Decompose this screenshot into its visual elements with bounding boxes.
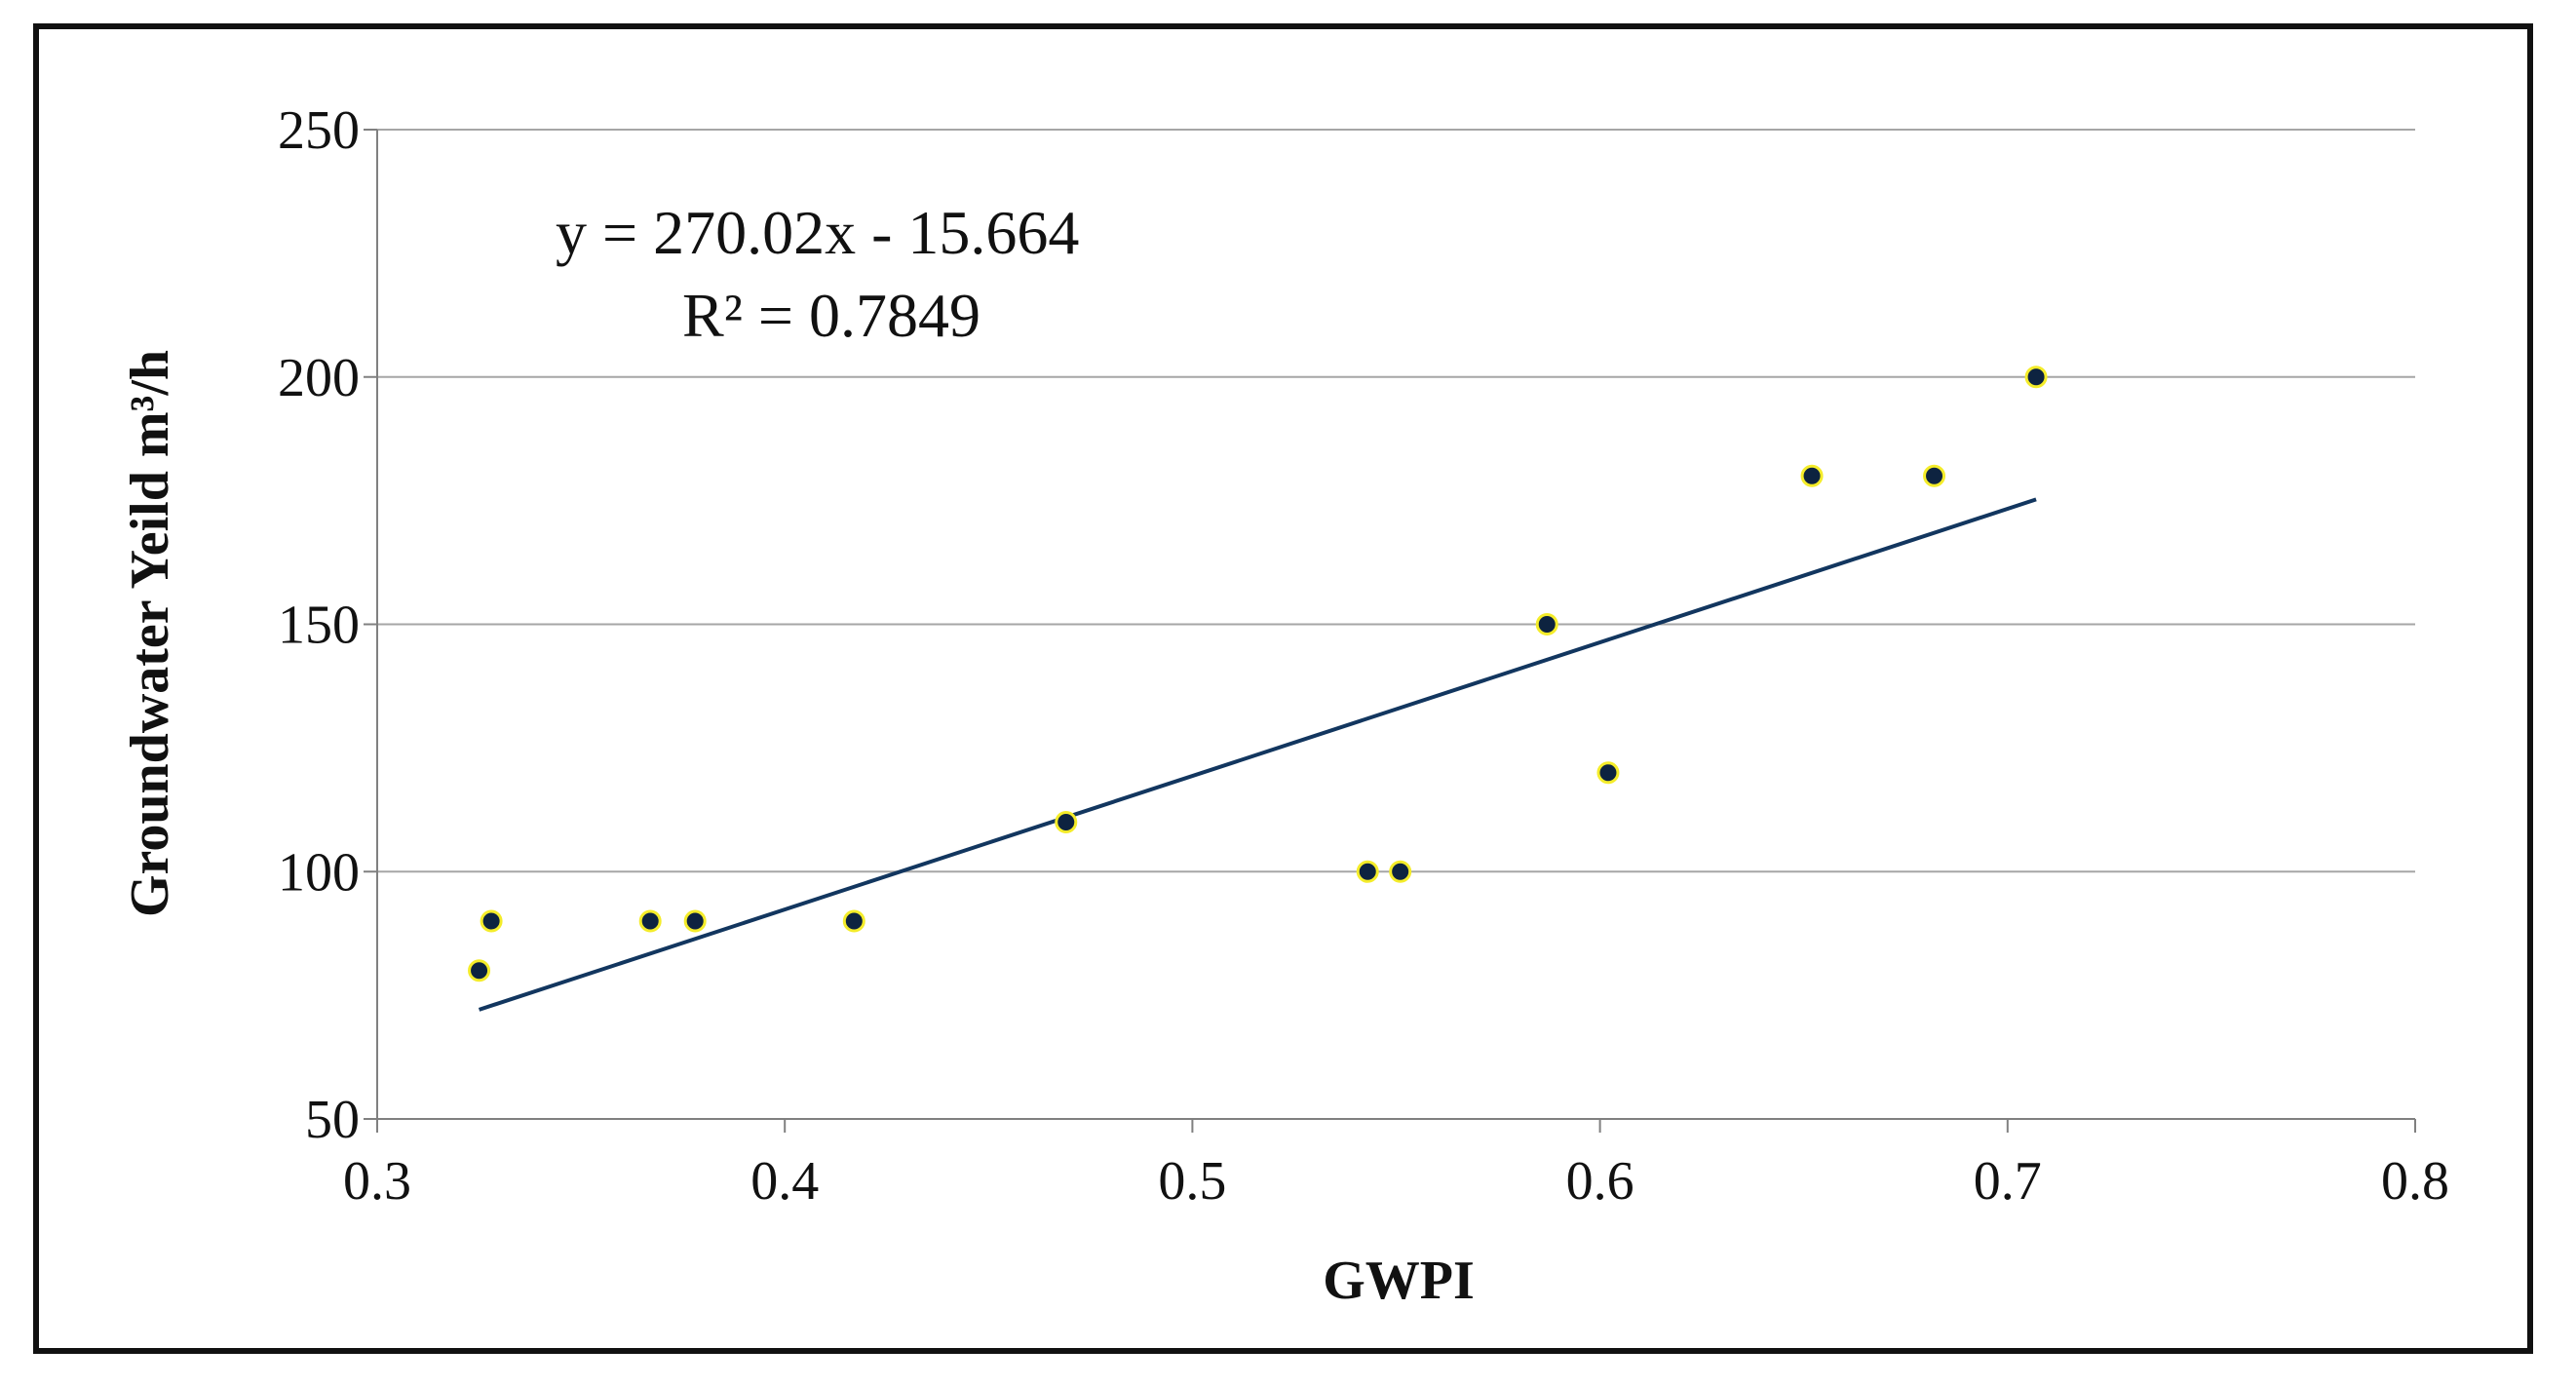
data-point [683, 909, 707, 933]
trendline-group [478, 497, 2037, 1012]
x-tick-label: 0.7 [1974, 1151, 2042, 1212]
y-tick-label: 250 [278, 100, 360, 161]
x-tick-label: 0.8 [2381, 1151, 2449, 1212]
data-point [1389, 860, 1412, 883]
data-point [1596, 761, 1620, 785]
x-tick-label: 0.3 [343, 1151, 411, 1212]
data-point [1800, 464, 1824, 487]
x-tick-label: 0.4 [750, 1151, 819, 1212]
trendline-r-squared: R² = 0.7849 [682, 281, 980, 350]
trendline-equation: y = 270.02x - 15.664 [556, 198, 1079, 267]
x-tick-label: 0.5 [1158, 1151, 1226, 1212]
x-axis-title: GWPI [1323, 1251, 1475, 1311]
data-point [2024, 366, 2048, 389]
data-point [1923, 464, 1946, 487]
data-point [1356, 860, 1379, 883]
data-point [468, 959, 491, 982]
y-tick-label: 50 [305, 1090, 360, 1150]
data-point [480, 909, 503, 933]
y-tick-label: 100 [278, 842, 360, 903]
data-point [842, 909, 865, 933]
y-tick-label: 200 [278, 348, 360, 408]
y-axis-title: Groundwater Yeild m³/h [120, 350, 180, 917]
data-point [638, 909, 662, 933]
y-axis-ticks: 50 100 150 200 250 [278, 100, 377, 1150]
chart-frame [33, 23, 2533, 1354]
y-tick-label: 150 [278, 596, 360, 656]
data-point [1535, 613, 1558, 636]
x-tick-label: 0.6 [1566, 1151, 1634, 1212]
trendline [478, 497, 2037, 1012]
x-axis-ticks: 0.3 0.4 0.5 0.6 0.7 0.8 [343, 1119, 2449, 1212]
data-points [468, 366, 2048, 982]
data-point [1055, 811, 1078, 833]
